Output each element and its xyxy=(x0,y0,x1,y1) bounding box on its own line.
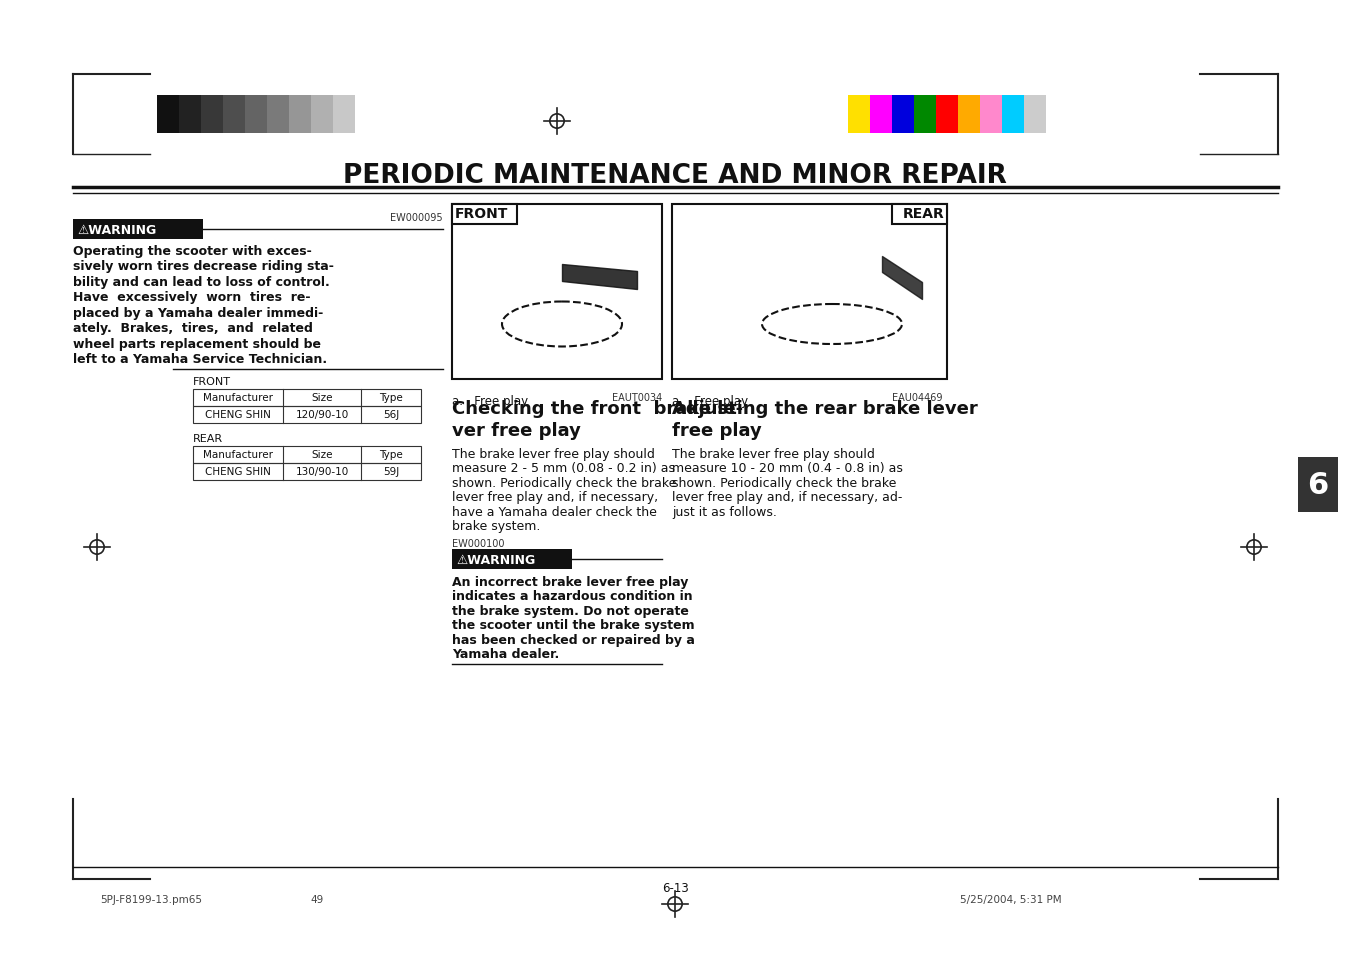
Text: 120/90-10: 120/90-10 xyxy=(296,410,349,420)
Bar xyxy=(267,96,289,133)
Text: the scooter until the brake system: the scooter until the brake system xyxy=(453,618,694,632)
Text: a.   Free play: a. Free play xyxy=(453,395,528,408)
Text: ⚠WARNING: ⚠WARNING xyxy=(77,223,157,236)
Bar xyxy=(453,205,662,379)
Text: lever free play and, if necessary,: lever free play and, if necessary, xyxy=(453,491,658,504)
Bar xyxy=(870,96,892,133)
Bar xyxy=(289,96,311,133)
Text: PERIODIC MAINTENANCE AND MINOR REPAIR: PERIODIC MAINTENANCE AND MINOR REPAIR xyxy=(343,163,1006,189)
Bar xyxy=(1298,457,1337,513)
Text: a.   Free play: a. Free play xyxy=(671,395,748,408)
Text: 5/25/2004, 5:31 PM: 5/25/2004, 5:31 PM xyxy=(961,894,1062,904)
Text: REAR: REAR xyxy=(193,434,223,443)
Text: Type: Type xyxy=(380,393,403,403)
Text: indicates a hazardous condition in: indicates a hazardous condition in xyxy=(453,590,693,603)
Text: ⚠WARNING: ⚠WARNING xyxy=(457,553,535,566)
Text: wheel parts replacement should be: wheel parts replacement should be xyxy=(73,337,322,351)
Text: Size: Size xyxy=(311,450,332,460)
Text: EW000095: EW000095 xyxy=(390,213,443,223)
Text: brake system.: brake system. xyxy=(453,520,540,533)
Text: shown. Periodically check the brake: shown. Periodically check the brake xyxy=(671,476,896,490)
Text: a: a xyxy=(604,262,611,272)
Bar xyxy=(178,96,201,133)
Bar xyxy=(1002,96,1024,133)
Bar xyxy=(671,205,947,379)
Text: Type: Type xyxy=(380,450,403,460)
Text: FRONT: FRONT xyxy=(455,207,508,221)
Text: CHENG SHIN: CHENG SHIN xyxy=(205,410,272,420)
Bar xyxy=(958,96,979,133)
Text: EAUT0034: EAUT0034 xyxy=(612,393,662,402)
Text: sively worn tires decrease riding sta-: sively worn tires decrease riding sta- xyxy=(73,260,334,274)
Text: Manufacturer: Manufacturer xyxy=(203,450,273,460)
Text: free play: free play xyxy=(671,421,762,439)
Bar xyxy=(311,96,332,133)
Bar xyxy=(1024,96,1046,133)
Text: 6-13: 6-13 xyxy=(662,882,689,894)
Text: ver free play: ver free play xyxy=(453,421,581,439)
Text: shown. Periodically check the brake: shown. Periodically check the brake xyxy=(453,476,677,490)
Bar xyxy=(453,205,517,225)
Bar xyxy=(157,96,178,133)
Text: An incorrect brake lever free play: An incorrect brake lever free play xyxy=(453,576,689,588)
Text: have a Yamaha dealer check the: have a Yamaha dealer check the xyxy=(453,505,657,518)
Text: lever free play and, if necessary, ad-: lever free play and, if necessary, ad- xyxy=(671,491,902,504)
Text: measure 2 - 5 mm (0.08 - 0.2 in) as: measure 2 - 5 mm (0.08 - 0.2 in) as xyxy=(453,462,676,475)
Text: EW000100: EW000100 xyxy=(453,538,504,548)
Text: Size: Size xyxy=(311,393,332,403)
Text: 130/90-10: 130/90-10 xyxy=(296,467,349,477)
Bar xyxy=(223,96,245,133)
Bar xyxy=(915,96,936,133)
Text: Checking the front  brake le-: Checking the front brake le- xyxy=(453,399,743,417)
Bar xyxy=(936,96,958,133)
Text: The brake lever free play should: The brake lever free play should xyxy=(453,448,655,460)
Text: FRONT: FRONT xyxy=(193,376,231,387)
Text: measure 10 - 20 mm (0.4 - 0.8 in) as: measure 10 - 20 mm (0.4 - 0.8 in) as xyxy=(671,462,902,475)
Bar xyxy=(193,447,422,463)
Text: 49: 49 xyxy=(309,894,323,904)
Bar xyxy=(453,550,571,569)
Bar xyxy=(892,205,947,225)
Text: ately.  Brakes,  tires,  and  related: ately. Brakes, tires, and related xyxy=(73,322,313,335)
Bar xyxy=(892,96,915,133)
Text: Manufacturer: Manufacturer xyxy=(203,393,273,403)
Bar xyxy=(193,463,422,480)
Text: just it as follows.: just it as follows. xyxy=(671,505,777,518)
Text: CHENG SHIN: CHENG SHIN xyxy=(205,467,272,477)
Bar xyxy=(193,390,422,407)
Text: EAU04469: EAU04469 xyxy=(892,393,942,402)
Text: REAR: REAR xyxy=(902,207,944,221)
Bar xyxy=(193,407,422,423)
Text: 56J: 56J xyxy=(382,410,399,420)
Bar xyxy=(979,96,1002,133)
Text: Operating the scooter with exces-: Operating the scooter with exces- xyxy=(73,245,312,257)
Bar xyxy=(332,96,355,133)
Text: The brake lever free play should: The brake lever free play should xyxy=(671,448,875,460)
Bar xyxy=(848,96,870,133)
Text: left to a Yamaha Service Technician.: left to a Yamaha Service Technician. xyxy=(73,354,327,366)
Text: the brake system. Do not operate: the brake system. Do not operate xyxy=(453,604,689,618)
Text: placed by a Yamaha dealer immedi-: placed by a Yamaha dealer immedi- xyxy=(73,307,323,319)
Text: 59J: 59J xyxy=(382,467,399,477)
Bar xyxy=(201,96,223,133)
Bar xyxy=(245,96,267,133)
Text: 5PJ-F8199-13.pm65: 5PJ-F8199-13.pm65 xyxy=(100,894,203,904)
Text: Adjusting the rear brake lever: Adjusting the rear brake lever xyxy=(671,399,978,417)
Text: Have  excessively  worn  tires  re-: Have excessively worn tires re- xyxy=(73,292,311,304)
Text: Yamaha dealer.: Yamaha dealer. xyxy=(453,648,559,660)
Bar xyxy=(73,220,203,240)
Text: 6: 6 xyxy=(1308,471,1328,499)
Text: a: a xyxy=(731,263,738,273)
Text: bility and can lead to loss of control.: bility and can lead to loss of control. xyxy=(73,275,330,289)
Text: has been checked or repaired by a: has been checked or repaired by a xyxy=(453,634,694,646)
